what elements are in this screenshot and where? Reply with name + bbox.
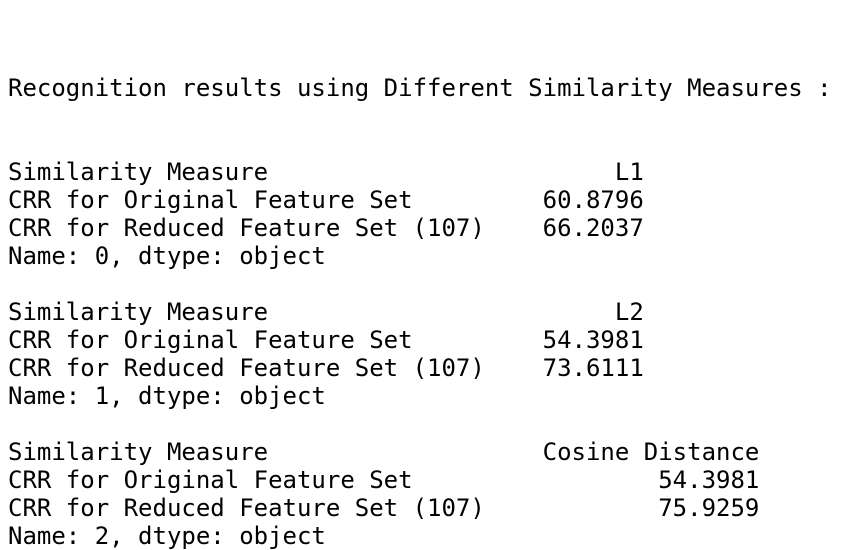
series-output: Similarity Measure L1 CRR for Original Fea…: [8, 158, 868, 270]
row-value: 75.9259: [658, 494, 760, 522]
row-label: Similarity Measure: [8, 438, 269, 466]
row-label: CRR for Reduced Feature Set (107): [8, 214, 485, 242]
row-value: Cosine Distance: [542, 438, 760, 466]
blank-line: [8, 270, 868, 298]
row-label: CRR for Reduced Feature Set (107): [8, 494, 485, 522]
row-value: 66.2037: [542, 214, 644, 242]
blank-line: [8, 410, 868, 438]
series-output: Similarity Measure L2 CRR for Original Fea…: [8, 298, 868, 410]
title: Recognition results using Different Simi…: [8, 74, 832, 102]
row-label: Similarity Measure: [8, 298, 269, 326]
row-label: CRR for Reduced Feature Set (107): [8, 354, 485, 382]
row-value: 54.3981: [658, 466, 760, 494]
row-label: CRR for Original Feature Set: [8, 326, 413, 354]
series-footer: Name: 0, dtype: object: [8, 242, 326, 270]
series-output: Similarity Measure Cosine Distance CRR for…: [8, 438, 868, 550]
blank-line: [8, 130, 868, 158]
row-value: 54.3981: [542, 326, 644, 354]
row-value: 60.8796: [542, 186, 644, 214]
row-label: CRR for Original Feature Set: [8, 186, 413, 214]
series-footer: Name: 1, dtype: object: [8, 382, 326, 410]
terminal-output: Recognition results using Different Simi…: [8, 74, 868, 550]
row-value: 73.6111: [542, 354, 644, 382]
row-label: Similarity Measure: [8, 158, 269, 186]
row-value: L1: [614, 158, 644, 186]
row-value: L2: [614, 298, 644, 326]
series-footer: Name: 2, dtype: object: [8, 522, 326, 550]
row-label: CRR for Original Feature Set: [8, 466, 413, 494]
